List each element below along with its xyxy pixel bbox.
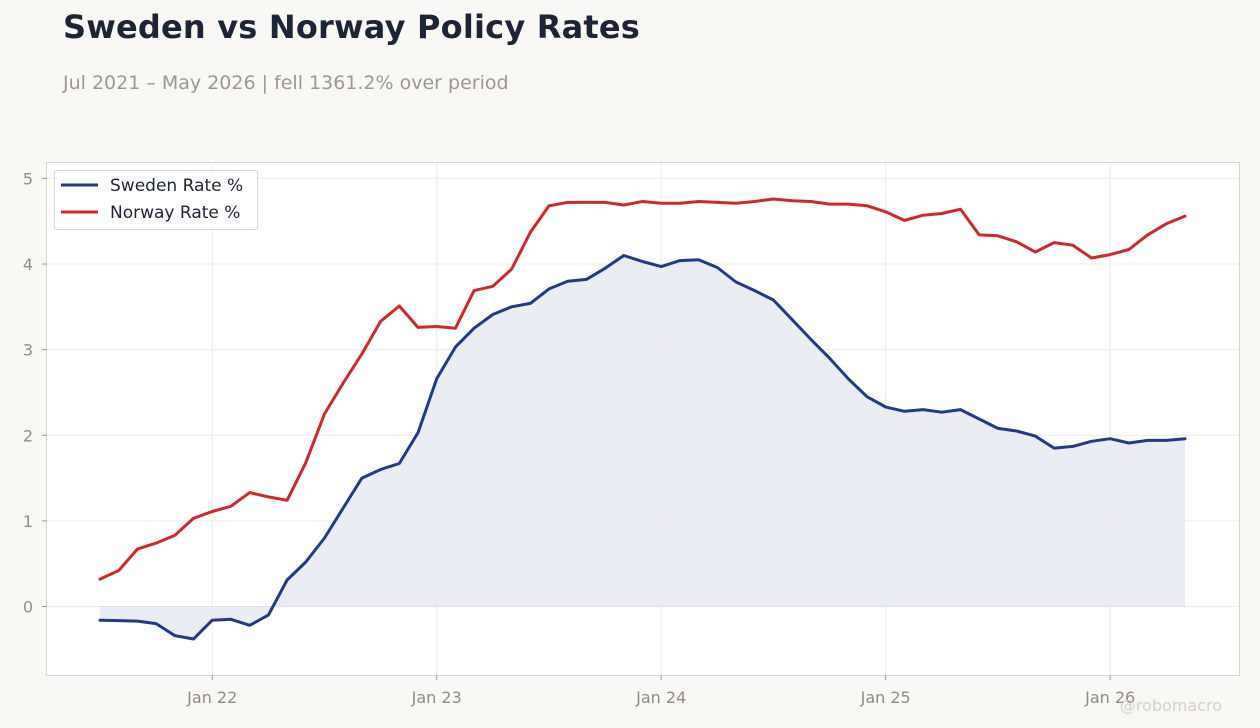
x-axis: Jan 22 Jan 23 Jan 24 Jan 25 Jan 26 xyxy=(186,675,1135,707)
y-tick-label: 1 xyxy=(23,512,33,531)
watermark: @robomacro xyxy=(1120,696,1222,715)
series-line-sweden xyxy=(98,254,1187,641)
y-axis: 0 1 2 3 4 5 xyxy=(23,169,47,617)
series-lines xyxy=(98,197,1187,641)
area-layer xyxy=(100,255,1185,639)
legend-label-sweden: Sweden Rate % xyxy=(110,176,243,196)
x-tick-label: Jan 24 xyxy=(635,688,686,707)
y-tick-label: 5 xyxy=(23,169,33,188)
x-tick-label: Jan 22 xyxy=(186,688,237,707)
y-tick-label: 0 xyxy=(23,598,33,617)
chart-title: Sweden vs Norway Policy Rates xyxy=(63,8,641,46)
legend: Sweden Rate % Norway Rate % xyxy=(54,170,258,230)
y-tick-label: 3 xyxy=(23,341,33,360)
x-tick-label: Jan 23 xyxy=(411,688,462,707)
y-tick-label: 4 xyxy=(23,255,33,274)
x-tick-label: Jan 25 xyxy=(860,688,911,707)
area-fill-sweden xyxy=(100,255,1185,639)
y-tick-label: 2 xyxy=(23,426,33,445)
chart-subtitle: Jul 2021 – May 2026 | fell 1361.2% over … xyxy=(63,72,509,94)
legend-box xyxy=(54,170,258,230)
legend-label-norway: Norway Rate % xyxy=(110,203,240,223)
series-line-norway xyxy=(98,197,1187,581)
x-tick-label: Jan 26 xyxy=(1084,688,1135,707)
